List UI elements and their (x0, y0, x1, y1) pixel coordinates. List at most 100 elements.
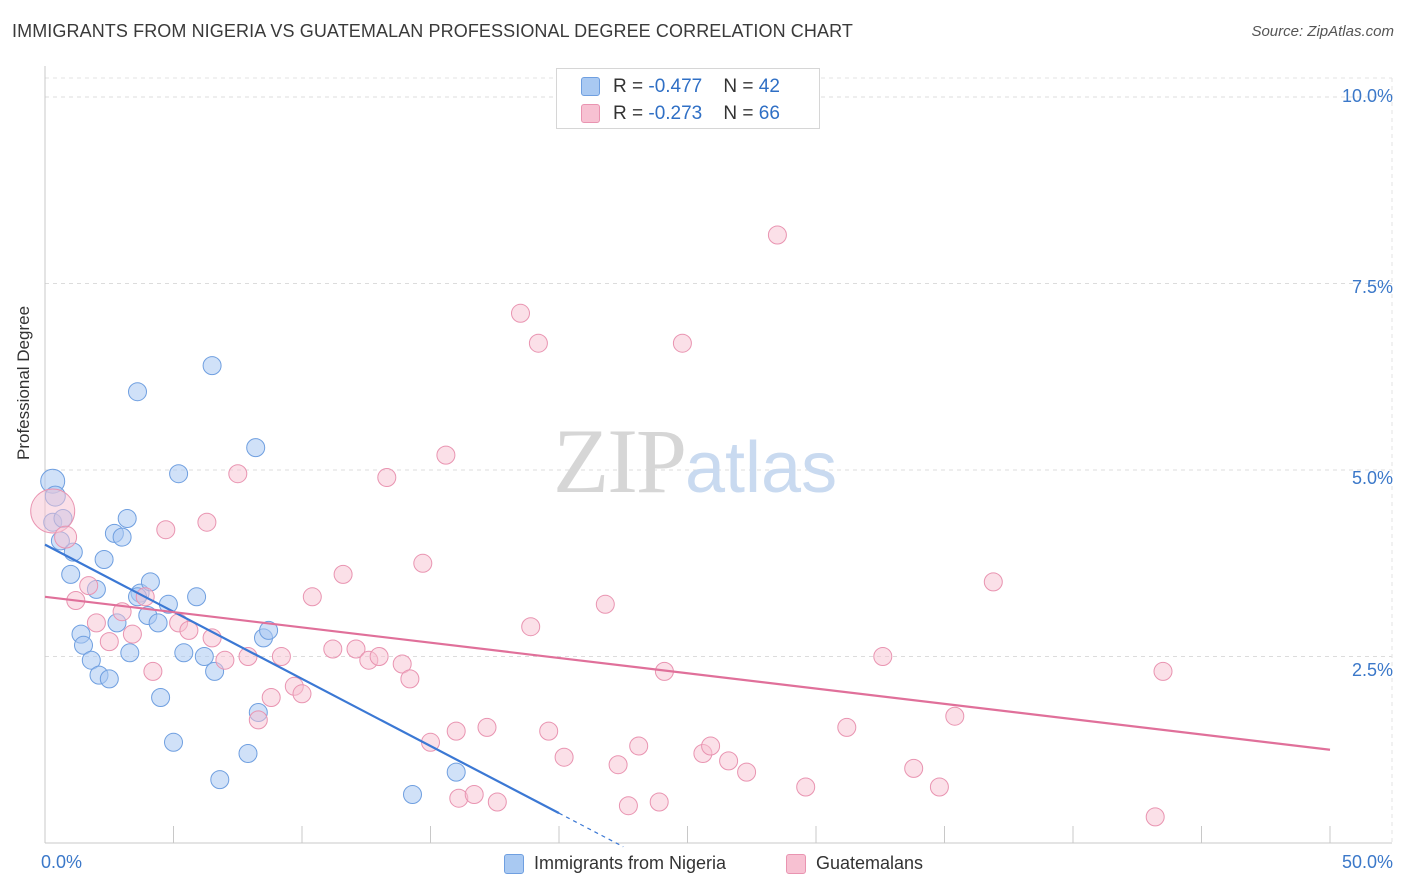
point-guatemalans (197, 512, 217, 532)
legend-label-nigeria: Immigrants from Nigeria (534, 853, 727, 873)
point-nigeria (148, 613, 168, 633)
point-guatemalans (595, 594, 615, 614)
point-guatemalans (156, 520, 176, 540)
watermark-zip: ZIP (553, 410, 687, 512)
point-guatemalans (400, 669, 420, 689)
point-nigeria (151, 688, 171, 707)
point-nigeria (169, 464, 189, 484)
point-guatemalans (477, 717, 497, 737)
point-guatemalans (248, 710, 268, 730)
point-nigeria (246, 438, 266, 458)
watermark: ZIPatlas (553, 408, 837, 514)
point-nigeria (238, 744, 258, 763)
point-guatemalans (54, 525, 78, 549)
point-guatemalans (701, 736, 721, 756)
point-nigeria (202, 356, 222, 376)
legend-n-label: N = (723, 76, 759, 97)
point-guatemalans (292, 684, 312, 704)
point-guatemalans (487, 792, 507, 812)
legend-r-label: R = (613, 103, 649, 124)
legend-r-label: R = (613, 76, 649, 97)
legend-r-value: -0.477 (648, 76, 703, 97)
trend-line-nigeria-extension (558, 812, 624, 848)
legend-swatch-nigeria (581, 77, 600, 96)
point-nigeria (194, 647, 214, 666)
y-tick-label: 2.5% (1351, 660, 1393, 680)
legend-swatch-guatemalans (786, 854, 806, 874)
point-guatemalans (346, 639, 366, 659)
y-tick-label: 5.0% (1351, 468, 1393, 488)
point-guatemalans (672, 333, 692, 353)
point-guatemalans (377, 468, 397, 487)
point-guatemalans (737, 762, 757, 782)
source-label: Source: ZipAtlas.com (1251, 23, 1394, 40)
point-nigeria (164, 732, 183, 752)
point-nigeria (99, 669, 119, 689)
point-nigeria (446, 762, 466, 782)
y-tick-label: 10.0% (1341, 86, 1393, 106)
point-guatemalans (215, 650, 235, 670)
point-guatemalans (767, 225, 787, 245)
point-guatemalans (271, 647, 291, 666)
point-guatemalans (333, 564, 353, 584)
x-tick-label-min: 0.0% (41, 852, 83, 872)
point-guatemalans (521, 617, 541, 637)
point-nigeria (81, 650, 101, 670)
point-guatemalans (904, 758, 924, 778)
point-guatemalans (608, 755, 628, 775)
point-guatemalans (369, 647, 389, 666)
y-axis-label: Professional Degree (14, 305, 33, 460)
point-nigeria (174, 643, 194, 663)
point-guatemalans (446, 721, 466, 741)
point-guatemalans (99, 632, 119, 652)
point-guatemalans (122, 624, 142, 644)
point-guatemalans (302, 587, 322, 607)
legend-n-label: N = (723, 103, 759, 124)
point-guatemalans (528, 333, 548, 353)
point-guatemalans (945, 706, 965, 726)
point-guatemalans (261, 688, 281, 707)
point-guatemalans (554, 747, 574, 767)
point-nigeria (403, 785, 422, 804)
legend-swatch-guatemalans (581, 104, 600, 123)
point-guatemalans (511, 303, 530, 323)
point-guatemalans (873, 647, 893, 666)
legend-n-value: 42 (758, 76, 780, 97)
point-nigeria (94, 550, 114, 569)
legend-swatch-nigeria (504, 854, 524, 874)
legend-label-guatemalans: Guatemalans (816, 853, 924, 873)
trend-line-guatemalans (44, 595, 1331, 751)
point-nigeria (74, 635, 93, 655)
point-guatemalans (143, 661, 163, 681)
point-guatemalans (719, 751, 739, 771)
point-guatemalans (436, 445, 456, 465)
point-guatemalans (983, 572, 1003, 592)
point-guatemalans (179, 620, 199, 640)
point-nigeria (117, 509, 137, 528)
watermark-atlas: atlas (685, 428, 838, 508)
point-guatemalans (539, 721, 559, 741)
point-guatemalans (649, 792, 669, 812)
legend-r-value: -0.273 (648, 103, 703, 124)
point-guatemalans (79, 576, 99, 596)
point-guatemalans (413, 553, 433, 573)
trend-line-nigeria (44, 543, 560, 815)
point-nigeria (128, 382, 147, 402)
point-nigeria (61, 564, 81, 584)
point-guatemalans (1145, 807, 1165, 827)
point-guatemalans (464, 785, 484, 804)
legend-n-value: 66 (758, 103, 780, 124)
point-guatemalans (392, 654, 412, 674)
x-tick-label-max: 50.0% (1341, 852, 1393, 872)
point-guatemalans (1153, 661, 1173, 681)
point-guatemalans (796, 777, 816, 797)
point-guatemalans (929, 777, 949, 797)
point-guatemalans (837, 717, 857, 737)
chart-title: IMMIGRANTS FROM NIGERIA VS GUATEMALAN PR… (12, 21, 853, 41)
point-guatemalans (618, 796, 638, 816)
point-guatemalans (323, 639, 343, 659)
point-guatemalans (629, 736, 649, 756)
correlation-legend: R = -0.477 N = 42 R = -0.273 N = 66 (556, 68, 820, 129)
y-tick-label: 7.5% (1351, 277, 1393, 297)
